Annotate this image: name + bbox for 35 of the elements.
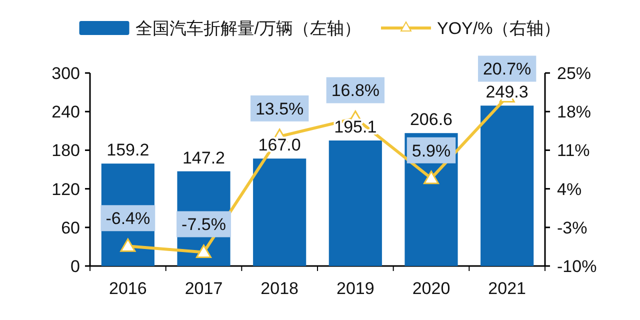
legend-label: 全国汽车折解量/万辆（左轴） bbox=[135, 19, 361, 38]
x-tick-label: 2018 bbox=[260, 279, 298, 298]
y2-tick-label: 4% bbox=[557, 180, 582, 199]
y-tick-label: 60 bbox=[61, 218, 80, 238]
y2-tick-label: 25% bbox=[557, 64, 592, 83]
y2-tick-label: -10% bbox=[557, 257, 597, 276]
x-tick-label: 2020 bbox=[412, 279, 450, 298]
point bbox=[120, 238, 136, 252]
bar bbox=[480, 106, 534, 266]
data-label: 159.2 bbox=[106, 140, 150, 160]
x-tick-label: 2021 bbox=[488, 279, 526, 298]
data-label: 5.9% bbox=[412, 141, 451, 160]
x-tick-label: 2017 bbox=[184, 279, 223, 298]
data-label: 206.6 bbox=[410, 110, 453, 130]
data-label: -6.4% bbox=[106, 209, 150, 228]
y-tick-label: 180 bbox=[52, 141, 80, 160]
point bbox=[424, 170, 439, 184]
data-label: 13.5% bbox=[255, 99, 304, 118]
data-label: 147.2 bbox=[182, 148, 226, 168]
bar bbox=[328, 140, 382, 266]
data-label: -7.5% bbox=[182, 215, 226, 234]
legend-label: YOY/%（右轴） bbox=[436, 19, 561, 38]
y2-tick-label: 11% bbox=[557, 141, 590, 160]
data-label: 20.7% bbox=[482, 60, 532, 79]
y-tick-label: 0 bbox=[70, 257, 80, 276]
x-tick-label: 2016 bbox=[109, 279, 147, 298]
y-tick-label: 300 bbox=[52, 64, 80, 83]
y-tick-label: 120 bbox=[52, 180, 80, 199]
data-label: 16.8% bbox=[331, 81, 380, 100]
point bbox=[196, 244, 212, 258]
y2-tick-label: -3% bbox=[557, 218, 588, 238]
bar bbox=[253, 158, 306, 266]
y-tick-label: 240 bbox=[52, 102, 80, 122]
x-tick-label: 2019 bbox=[336, 279, 374, 298]
y2-tick-label: 18% bbox=[557, 102, 592, 122]
